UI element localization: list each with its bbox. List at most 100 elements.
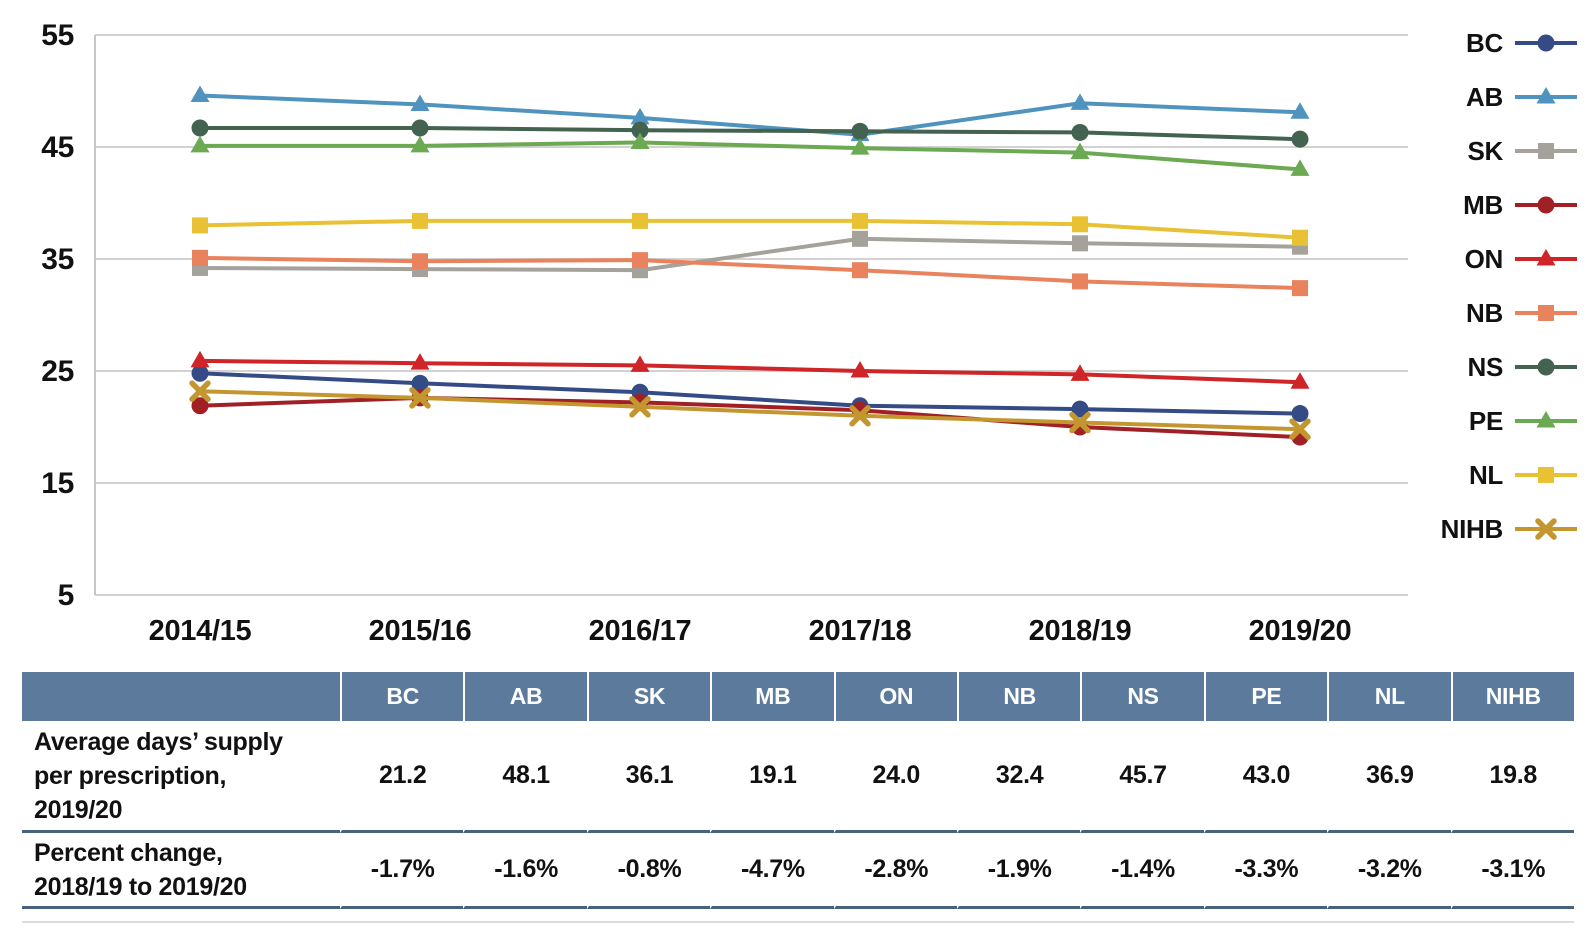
table-corner-cell	[22, 672, 341, 721]
data-point	[1535, 518, 1557, 540]
table-column-header-MB: MB	[710, 672, 834, 721]
data-point	[1537, 34, 1555, 52]
legend-marker-square-icon	[1515, 467, 1577, 483]
data-point	[1537, 196, 1555, 214]
table-value-cell: 45.7	[1080, 721, 1204, 833]
data-point	[190, 135, 210, 153]
table-value-cell: -1.4%	[1080, 833, 1204, 909]
table-column-header-NS: NS	[1080, 672, 1204, 721]
table-value-cell: 21.2	[340, 721, 464, 833]
y-axis-tick-label: 15	[41, 467, 74, 500]
y-axis-tick-label: 5	[58, 579, 74, 612]
chart-canvas: 55 45 35 25 15 5 2014/15 2015/16 2016/17 2017/18 2…	[41, 19, 1408, 647]
legend-item-ON: ON	[1398, 232, 1578, 286]
legend-marker-square-icon	[1515, 305, 1577, 321]
table-value-cell: 43.0	[1203, 721, 1328, 833]
data-point	[1072, 235, 1088, 252]
data-point	[852, 212, 868, 229]
data-point	[1069, 411, 1091, 434]
data-point	[192, 249, 208, 266]
table-column-header-PE: PE	[1203, 672, 1328, 721]
line-chart: 55 45 35 25 15 5 2014/15 2015/16 2016/17 2017/18 2…	[41, 16, 1578, 647]
data-point	[630, 132, 650, 150]
table-value-cell: -1.9%	[956, 833, 1081, 909]
legend-label: NS	[1467, 351, 1503, 382]
table-row-label: Percent change, 2018/19 to 2019/20	[22, 833, 341, 909]
data-point	[1071, 400, 1089, 418]
legend-item-NS: NS	[1398, 340, 1578, 394]
y-axis-tick-label: 25	[41, 355, 74, 388]
legend-label: NL	[1468, 459, 1503, 490]
table-value-cell: 48.1	[463, 721, 587, 833]
data-point	[189, 380, 211, 402]
table-header-row: BC AB SK MB ON NB NS PE NL NIHB	[22, 672, 1574, 721]
data-point	[191, 364, 209, 382]
data-point	[412, 212, 428, 229]
table-column-header-BC: BC	[340, 672, 464, 721]
series-NS	[191, 119, 1309, 148]
data-point	[1538, 305, 1554, 321]
table-column-header-SK: SK	[586, 672, 711, 721]
data-point	[410, 353, 430, 370]
data-point	[411, 374, 429, 392]
table-value-cell: 19.8	[1450, 721, 1574, 833]
table-value-cell: 24.0	[833, 721, 957, 833]
data-point	[1072, 216, 1088, 233]
legend-label: MB	[1463, 189, 1503, 220]
legend-label: SK	[1467, 135, 1503, 166]
table-value-cell: 19.1	[710, 721, 834, 833]
legend-marker-triangle-icon	[1515, 411, 1577, 428]
data-point	[191, 119, 209, 137]
data-point	[410, 135, 430, 153]
data-point	[632, 212, 648, 229]
data-point	[850, 138, 870, 155]
series-NL	[192, 212, 1308, 246]
table-value-cell: -3.1%	[1450, 833, 1574, 909]
series-line-BC	[199, 371, 1301, 416]
data-point	[1290, 159, 1310, 176]
data-point	[1537, 358, 1555, 376]
data-point	[191, 397, 209, 415]
table-column-header-NB: NB	[956, 672, 1081, 721]
legend-label: NB	[1466, 297, 1503, 328]
legend-label: NIHB	[1440, 513, 1504, 544]
table-row: Percent change, 2018/19 to 2019/20 -1.7% -…	[22, 833, 1574, 909]
table-value-cell: 32.4	[956, 721, 1081, 833]
legend-label: ON	[1464, 243, 1504, 274]
data-point	[1538, 143, 1554, 159]
series-line-AB	[199, 93, 1301, 137]
data-point	[1071, 123, 1089, 141]
x-axis-tick-label: 2016/17	[589, 615, 692, 647]
data-point	[192, 217, 208, 234]
table-value-cell: -1.7%	[340, 833, 464, 909]
legend-label: AB	[1466, 81, 1503, 112]
table-column-header-NL: NL	[1327, 672, 1451, 721]
data-point	[630, 107, 650, 125]
data-point	[1070, 364, 1090, 381]
table-row-label: Average days’ supply per prescription, 2…	[22, 721, 341, 833]
data-point	[629, 396, 651, 418]
series-PE	[190, 132, 1310, 176]
data-point	[1291, 405, 1309, 423]
x-axis-tick-label: 2017/18	[809, 615, 912, 647]
table-column-header-AB: AB	[463, 672, 587, 721]
data-point	[1538, 467, 1554, 483]
legend-item-NL: NL	[1398, 448, 1578, 502]
legend-item-SK: SK	[1398, 124, 1578, 178]
data-point	[190, 350, 210, 368]
data-point	[1290, 102, 1310, 119]
data-point	[1292, 229, 1308, 246]
data-point	[409, 387, 431, 409]
legend-item-NIHB: NIHB	[1398, 502, 1578, 556]
series-line-NIHB	[199, 389, 1301, 432]
data-point	[410, 94, 430, 111]
x-axis-tick-label: 2015/16	[369, 615, 472, 647]
legend-item-NB: NB	[1398, 286, 1578, 340]
series-line-PE	[200, 140, 1301, 172]
table-column-header-ON: ON	[833, 672, 957, 721]
legend-item-BC: BC	[1398, 16, 1578, 70]
legend-marker-circle-icon	[1515, 358, 1577, 376]
table-value-cell: -2.8%	[833, 833, 957, 909]
series-SK	[192, 230, 1308, 279]
